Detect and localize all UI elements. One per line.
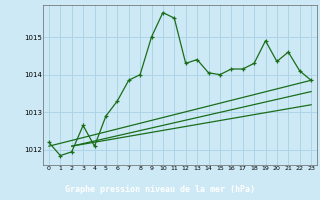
Text: Graphe pression niveau de la mer (hPa): Graphe pression niveau de la mer (hPa) (65, 185, 255, 194)
